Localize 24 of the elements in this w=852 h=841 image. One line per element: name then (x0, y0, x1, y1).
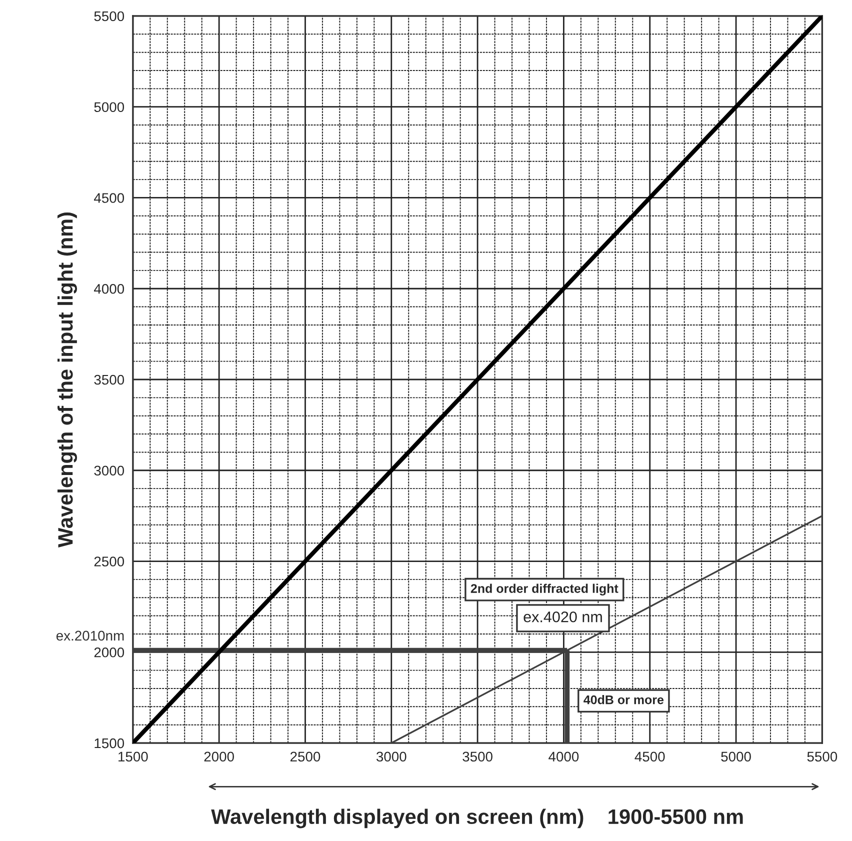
y-tick-label: 4500 (94, 193, 124, 203)
x-tick-label: 5000 (721, 752, 751, 762)
y-tick-label: 2000 (94, 647, 124, 658)
y-tick-label: 3500 (94, 374, 124, 385)
y-tick-label: 4000 (94, 284, 124, 294)
x-axis-title: Wavelength displayed on screen (nm) 1900-5500 nm (211, 808, 743, 828)
x-tick-label: 3500 (462, 752, 492, 762)
x-tick-label: 2500 (290, 752, 320, 762)
annotation: 40dB or more (584, 695, 664, 704)
x-tick-label: 1500 (118, 752, 148, 762)
ref-line-label: ex.4020 nm (524, 611, 602, 622)
y-tick-label: 3000 (94, 466, 124, 476)
y-tick-label: 2500 (94, 556, 124, 566)
x-tick-label: 2000 (204, 752, 234, 762)
y-tick-label: 1500 (94, 738, 124, 748)
x-tick-label: 4500 (634, 752, 665, 762)
x-tick-label: 5500 (807, 752, 838, 762)
y-tick-label: 5500 (94, 11, 124, 22)
y-tick-label: 5000 (94, 102, 124, 112)
ref-line-label: ex.2010nm (56, 630, 124, 641)
x-tick-label: 3000 (376, 752, 406, 762)
x-tick-label: 4000 (548, 752, 579, 762)
y-axis-title: Wavelength of the input light (nm) (58, 212, 78, 548)
annotation: 2nd order diffracted light (470, 584, 618, 596)
